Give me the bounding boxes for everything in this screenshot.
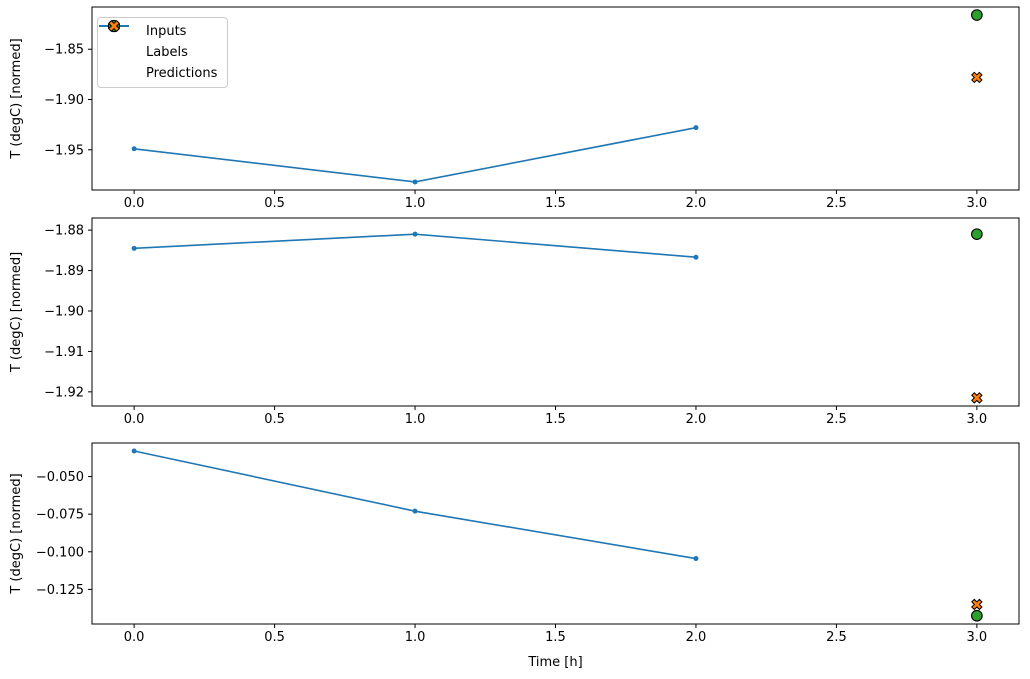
x-tick-label: 2.0 — [686, 630, 707, 645]
x-tick-label: 0.5 — [264, 196, 285, 211]
labels-circle-icon — [106, 19, 138, 61]
x-tick-label: 2.0 — [686, 412, 707, 427]
legend-label-predictions: Predictions — [146, 65, 218, 81]
y-tick-label: −1.88 — [44, 224, 84, 239]
inputs-point-marker — [693, 125, 699, 131]
x-tick-label: 2.5 — [826, 630, 847, 645]
predictions-marker — [971, 598, 983, 611]
legend: Inputs Labels Predictions — [97, 17, 229, 88]
x-tick-label: 0.0 — [124, 630, 145, 645]
inputs-point-marker — [412, 179, 418, 185]
x-tick-label: 1.0 — [405, 630, 426, 645]
y-tick-label: −1.89 — [44, 264, 84, 279]
y-tick-label: −0.050 — [36, 470, 84, 485]
legend-item-predictions: Predictions — [106, 19, 218, 83]
x-tick-label: 1.5 — [545, 412, 566, 427]
y-tick-label: −0.075 — [36, 508, 84, 523]
inputs-point-marker — [412, 508, 418, 514]
inputs-point-marker — [693, 556, 699, 562]
x-tick-label: 2.0 — [686, 196, 707, 211]
y-tick-label: −1.92 — [44, 385, 84, 400]
subplot-1: 0.0 0.5 1.0 1.5 2.0 2.5 3.0 −1.85 −1.90 −1.95 T (d… — [9, 6, 1020, 211]
x-tick-label: 0.5 — [264, 630, 285, 645]
y-tick-label: −1.90 — [44, 93, 84, 108]
y-axis-label: T (degC) [normed] — [9, 473, 24, 594]
y-tick-label: −1.91 — [44, 345, 84, 360]
x-tick-label: 2.5 — [826, 196, 847, 211]
y-tick-label: −1.95 — [44, 143, 84, 158]
legend-label-labels: Labels — [146, 44, 188, 60]
predictions-marker — [971, 71, 983, 84]
inputs-point-marker — [131, 448, 137, 454]
y-axis-label: T (degC) [normed] — [9, 252, 24, 373]
axes-frame — [91, 6, 1020, 191]
y-tick-label: −0.100 — [36, 545, 84, 560]
y-tick-label: −1.85 — [44, 43, 84, 58]
x-tick-label: 2.5 — [826, 412, 847, 427]
legend-x-cross — [107, 19, 121, 33]
labels-marker — [971, 9, 983, 21]
inputs-point-marker — [131, 146, 137, 152]
x-tick-label: 1.5 — [545, 196, 566, 211]
x-tick-label: 1.0 — [405, 196, 426, 211]
x-tick-label: 3.0 — [967, 630, 988, 645]
x-tick-label: 3.0 — [967, 412, 988, 427]
legend-label-inputs: Inputs — [146, 23, 187, 39]
predictions-x-icon — [106, 19, 138, 82]
inputs-point-marker — [131, 245, 137, 251]
axes-frame — [91, 442, 1020, 625]
inputs-point-marker — [412, 231, 418, 237]
x-axis-label: Time [h] — [527, 655, 582, 670]
inputs-line — [133, 450, 697, 560]
labels-marker — [971, 609, 983, 622]
y-axis-label: T (degC) [normed] — [9, 38, 24, 159]
labels-marker — [971, 228, 983, 241]
y-tick-label: −0.125 — [36, 583, 84, 598]
inputs-line — [134, 233, 697, 259]
x-tick-label: 1.5 — [545, 630, 566, 645]
x-tick-label: 0.5 — [264, 412, 285, 427]
subplot-3: 0.0 0.5 1.0 1.5 2.0 2.5 3.0 −0.050 −0.075 −0.100 −… — [9, 442, 1020, 645]
predictions-marker-glyph — [107, 19, 121, 33]
x-tick-label: 3.0 — [967, 196, 988, 211]
inputs-line — [134, 126, 697, 183]
x-tick-label: 1.0 — [405, 412, 426, 427]
predictions-marker — [971, 392, 983, 404]
inputs-point-marker — [693, 254, 699, 260]
legend-item-labels: Labels — [106, 19, 217, 62]
x-tick-label: 0.0 — [124, 412, 145, 427]
x-tick-label: 0.0 — [124, 196, 145, 211]
subplot-2: 0.0 0.5 1.0 1.5 2.0 2.5 3.0 −1.88 −1.89 −1.90 −1.9… — [9, 217, 1020, 427]
y-tick-label: −1.90 — [44, 304, 84, 319]
